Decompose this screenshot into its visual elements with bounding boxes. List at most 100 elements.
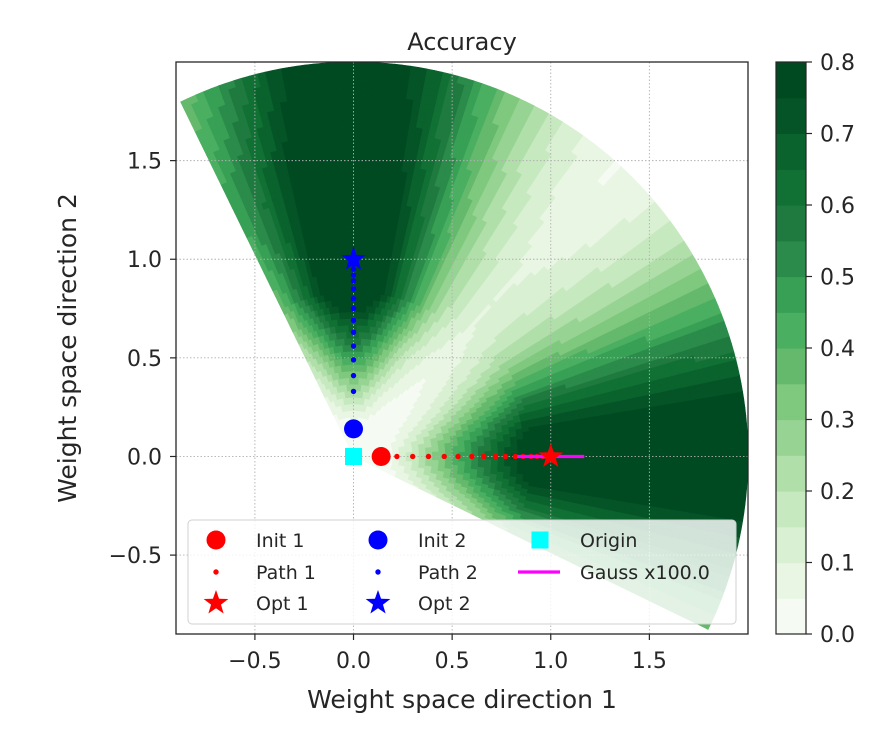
contour-cell <box>343 226 350 234</box>
contour-cell <box>348 226 354 234</box>
contour-cell <box>361 259 367 267</box>
contour-cell <box>530 463 538 469</box>
contour-cell <box>344 239 350 247</box>
contour-cell <box>616 450 624 457</box>
contour-cell <box>602 434 610 442</box>
contour-cell <box>357 232 364 241</box>
contour-cell <box>372 220 379 228</box>
contour-cell <box>602 450 611 457</box>
contour-cell <box>601 476 610 484</box>
contour-cell <box>348 232 354 240</box>
contour-cell <box>601 481 609 489</box>
contour-cell <box>589 470 597 477</box>
contour-cell <box>358 206 365 214</box>
contour-cell <box>589 456 598 462</box>
contour-cell <box>360 278 365 287</box>
contour-cell <box>602 471 610 478</box>
contour-cell <box>517 459 525 464</box>
contour-cell <box>359 298 364 306</box>
contour-cell <box>556 464 565 470</box>
contour-cell <box>582 465 591 472</box>
contour-cell <box>595 435 604 442</box>
contour-cell <box>356 291 361 300</box>
contour-cell <box>366 239 372 248</box>
contour-cell <box>356 285 361 293</box>
contour-cell <box>621 478 630 486</box>
contour-cell <box>569 460 578 466</box>
contour-cell <box>524 448 532 454</box>
contour-cell <box>367 219 374 228</box>
contour-cell <box>368 200 376 208</box>
contour-cell <box>336 186 344 195</box>
contour-cell <box>345 278 351 286</box>
contour-cell <box>356 298 361 306</box>
contour-cell <box>360 265 366 274</box>
contour-cell <box>364 186 371 195</box>
contour-cell <box>556 460 565 466</box>
contour-cell <box>510 462 519 467</box>
contour-cell <box>326 194 333 202</box>
contour-cell <box>325 187 333 196</box>
contour-cell <box>347 193 354 201</box>
contour-cell <box>602 466 611 473</box>
contour-cell <box>537 448 545 453</box>
contour-cell <box>491 458 499 463</box>
contour-cell <box>536 463 545 469</box>
contour-cell <box>615 461 624 468</box>
contour-cell <box>353 193 360 201</box>
contour-cell <box>342 193 349 201</box>
contour-cell <box>608 428 616 436</box>
contour-cell <box>517 462 525 468</box>
contour-cell <box>622 444 630 452</box>
contour-cell <box>589 435 597 443</box>
contour-cell <box>575 474 584 481</box>
contour-cell <box>589 460 598 467</box>
contour-cell <box>371 226 378 235</box>
contour-cell <box>607 482 616 490</box>
contour-cell <box>562 469 571 475</box>
contour-cell <box>346 285 351 293</box>
contour-cell <box>596 445 604 452</box>
contour-cell <box>609 466 617 473</box>
contour-cell <box>615 472 623 479</box>
contour-cell <box>353 226 359 234</box>
contour-cell <box>609 439 617 447</box>
contour-cell <box>556 447 565 453</box>
contour-cell <box>497 459 506 463</box>
contour-cell <box>576 465 584 471</box>
contour-cell <box>596 450 604 457</box>
contour-cell <box>359 291 365 300</box>
contour-cell <box>348 206 354 214</box>
contour-cell <box>331 193 339 202</box>
contour-cell <box>569 473 577 480</box>
contour-cell <box>608 471 617 479</box>
contour-cell <box>582 475 590 482</box>
contour-cell <box>615 433 623 441</box>
contour-cell <box>478 458 486 463</box>
contour-cell <box>367 213 375 221</box>
contour-cell <box>362 226 369 234</box>
contour-cell <box>344 245 350 254</box>
contour-cell <box>616 456 624 463</box>
contour-cell <box>621 427 630 435</box>
contour-cell <box>582 470 591 477</box>
contour-cell <box>484 458 492 463</box>
contour-cell <box>622 461 630 469</box>
contour-cell <box>343 219 350 227</box>
contour-cell <box>621 472 630 480</box>
contour-cell <box>374 194 382 202</box>
contour-cell <box>563 442 571 448</box>
contour-cell <box>563 447 571 453</box>
contour-cell <box>583 446 591 452</box>
contour-cell <box>358 193 365 201</box>
contour-cell <box>622 450 630 457</box>
contour-cell <box>563 460 571 466</box>
contour-cell <box>594 481 603 488</box>
contour-cell <box>362 232 368 241</box>
contour-cell <box>609 445 617 452</box>
contour-cell <box>357 245 363 254</box>
contour-cell <box>332 200 339 208</box>
contour-cell <box>342 199 349 208</box>
contour-cell <box>337 193 344 201</box>
